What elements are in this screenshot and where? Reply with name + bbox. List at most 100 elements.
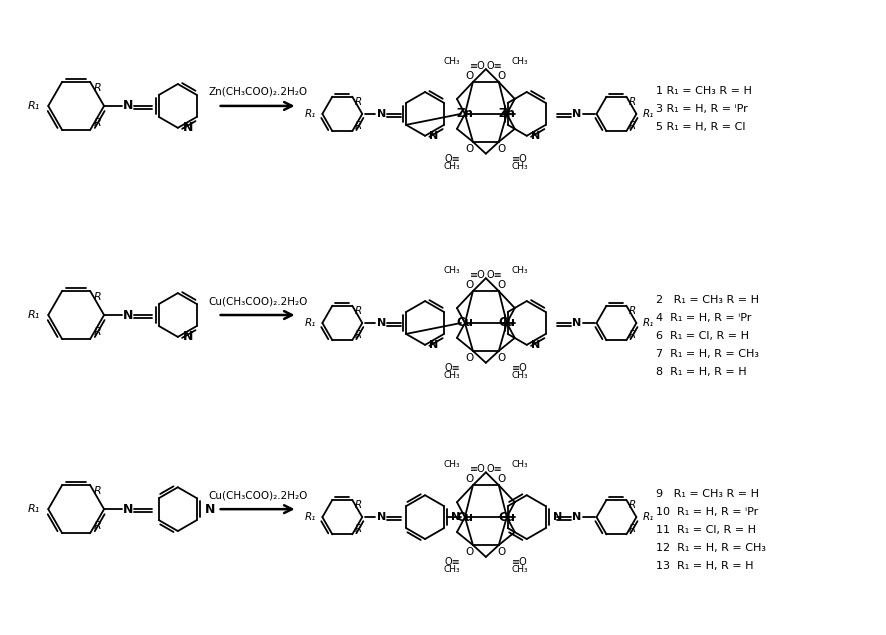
Text: O≡: O≡ xyxy=(444,363,460,373)
Text: O: O xyxy=(466,144,474,154)
Text: 11  R₁ = Cl, R = H: 11 R₁ = Cl, R = H xyxy=(657,525,757,535)
Text: O: O xyxy=(466,474,474,485)
Text: CH₃: CH₃ xyxy=(512,565,528,575)
Text: O≡: O≡ xyxy=(444,557,460,567)
Text: R: R xyxy=(354,525,361,535)
Text: CH₃: CH₃ xyxy=(443,371,460,380)
Text: O: O xyxy=(466,280,474,290)
Text: 9   R₁ = CH₃ R = H: 9 R₁ = CH₃ R = H xyxy=(657,489,759,499)
Text: O≡: O≡ xyxy=(444,154,460,164)
Text: N: N xyxy=(451,512,460,522)
Text: O≡: O≡ xyxy=(486,464,501,474)
Text: R₁: R₁ xyxy=(642,109,654,119)
Text: Zn: Zn xyxy=(498,107,516,121)
Text: Cu: Cu xyxy=(456,316,473,330)
Text: R: R xyxy=(629,121,636,131)
Text: ≡O: ≡O xyxy=(470,61,486,71)
Text: R₁: R₁ xyxy=(305,512,316,522)
Text: O: O xyxy=(498,353,506,363)
Text: R: R xyxy=(629,305,636,316)
Text: CH₃: CH₃ xyxy=(512,265,528,275)
Text: N: N xyxy=(205,503,215,516)
Text: N: N xyxy=(572,512,581,522)
Text: R: R xyxy=(93,521,101,531)
Text: CH₃: CH₃ xyxy=(443,460,460,469)
Text: 4  R₁ = H, R = ⁱPr: 4 R₁ = H, R = ⁱPr xyxy=(657,313,751,323)
Text: Zn(CH₃COO)₂.2H₂O: Zn(CH₃COO)₂.2H₂O xyxy=(208,87,307,97)
Text: R₁: R₁ xyxy=(305,109,316,119)
Text: Zn: Zn xyxy=(456,107,473,121)
Text: CH₃: CH₃ xyxy=(443,57,460,65)
Text: 13  R₁ = H, R = H: 13 R₁ = H, R = H xyxy=(657,561,754,571)
Text: R: R xyxy=(354,305,361,316)
Text: Cu: Cu xyxy=(498,511,516,524)
Text: R₁: R₁ xyxy=(28,310,40,320)
Text: N: N xyxy=(123,503,133,516)
Text: O≡: O≡ xyxy=(486,270,501,280)
Text: Cu(CH₃COO)₂.2H₂O: Cu(CH₃COO)₂.2H₂O xyxy=(208,296,307,306)
Text: Cu: Cu xyxy=(498,316,516,330)
Text: R₁: R₁ xyxy=(28,504,40,514)
Text: N: N xyxy=(531,131,540,141)
Text: CH₃: CH₃ xyxy=(512,460,528,469)
Text: Cu: Cu xyxy=(456,511,473,524)
Text: N: N xyxy=(123,309,133,321)
Text: N: N xyxy=(377,318,385,328)
Text: 1 R₁ = CH₃ R = H: 1 R₁ = CH₃ R = H xyxy=(657,86,752,96)
Text: 3 R₁ = H, R = ⁱPr: 3 R₁ = H, R = ⁱPr xyxy=(657,104,748,114)
Text: R: R xyxy=(354,330,361,340)
Text: R: R xyxy=(354,121,361,131)
Text: N: N xyxy=(183,121,193,135)
Text: R: R xyxy=(93,83,101,93)
Text: ≡O: ≡O xyxy=(512,363,527,373)
Text: N: N xyxy=(572,109,581,119)
Text: N: N xyxy=(429,131,439,141)
Text: O: O xyxy=(498,547,506,557)
Text: CH₃: CH₃ xyxy=(512,162,528,171)
Text: R₁: R₁ xyxy=(305,318,316,328)
Text: N: N xyxy=(377,109,385,119)
Text: R: R xyxy=(629,500,636,510)
Text: N: N xyxy=(183,330,193,344)
Text: ≡O: ≡O xyxy=(470,464,486,474)
Text: O: O xyxy=(466,547,474,557)
Text: O: O xyxy=(498,71,506,81)
Text: N: N xyxy=(429,340,439,350)
Text: 2   R₁ = CH₃ R = H: 2 R₁ = CH₃ R = H xyxy=(657,295,759,305)
Text: R₁: R₁ xyxy=(642,512,654,522)
Text: N: N xyxy=(123,100,133,112)
Text: CH₃: CH₃ xyxy=(512,57,528,65)
Text: 12  R₁ = H, R = CH₃: 12 R₁ = H, R = CH₃ xyxy=(657,543,766,553)
Text: 10  R₁ = H, R = ⁱPr: 10 R₁ = H, R = ⁱPr xyxy=(657,507,758,517)
Text: N: N xyxy=(377,512,385,522)
Text: O: O xyxy=(498,280,506,290)
Text: 6  R₁ = Cl, R = H: 6 R₁ = Cl, R = H xyxy=(657,331,750,341)
Text: R: R xyxy=(629,97,636,107)
Text: O: O xyxy=(498,474,506,485)
Text: 8  R₁ = H, R = H: 8 R₁ = H, R = H xyxy=(657,367,747,377)
Text: ≡O: ≡O xyxy=(470,270,486,280)
Text: ≡O: ≡O xyxy=(512,154,527,164)
Text: O: O xyxy=(466,353,474,363)
Text: CH₃: CH₃ xyxy=(443,162,460,171)
Text: N: N xyxy=(553,512,562,522)
Text: CH₃: CH₃ xyxy=(443,265,460,275)
Text: R: R xyxy=(93,292,101,302)
Text: R₁: R₁ xyxy=(28,101,40,111)
Text: N: N xyxy=(572,318,581,328)
Text: CH₃: CH₃ xyxy=(512,371,528,380)
Text: 7  R₁ = H, R = CH₃: 7 R₁ = H, R = CH₃ xyxy=(657,349,759,359)
Text: O≡: O≡ xyxy=(486,61,501,71)
Text: Cu(CH₃COO)₂.2H₂O: Cu(CH₃COO)₂.2H₂O xyxy=(208,490,307,500)
Text: R: R xyxy=(354,500,361,510)
Text: R: R xyxy=(629,330,636,340)
Text: ≡O: ≡O xyxy=(512,557,527,567)
Text: R: R xyxy=(629,525,636,535)
Text: R: R xyxy=(93,327,101,337)
Text: N: N xyxy=(531,340,540,350)
Text: R: R xyxy=(93,486,101,496)
Text: R: R xyxy=(354,97,361,107)
Text: 5 R₁ = H, R = Cl: 5 R₁ = H, R = Cl xyxy=(657,122,746,132)
Text: R: R xyxy=(93,118,101,128)
Text: O: O xyxy=(466,71,474,81)
